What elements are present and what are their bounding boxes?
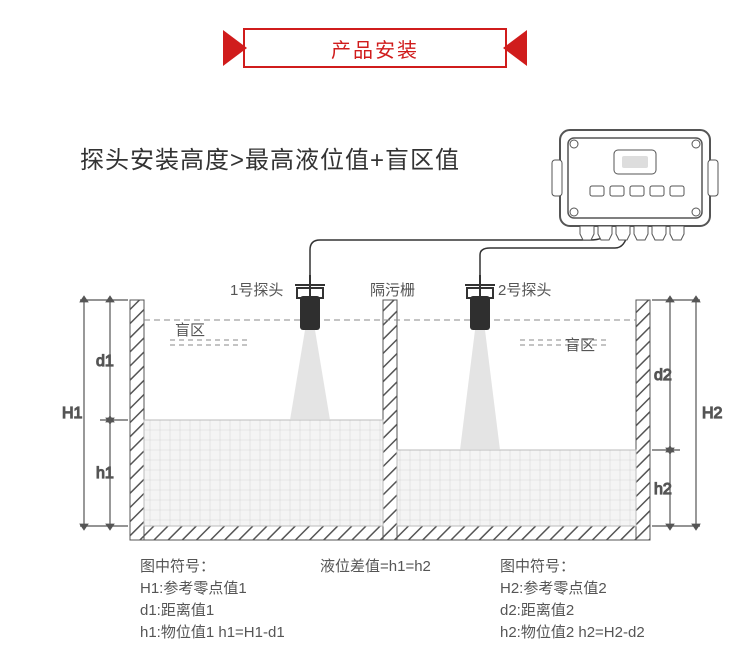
water-right <box>397 450 636 526</box>
dims-right: H2 d2 h2 <box>652 300 723 526</box>
legend-right-line: d2:距离值2 <box>500 600 645 622</box>
controller-device <box>552 130 718 240</box>
legend-left-line: H1:参考零点值1 <box>140 578 285 600</box>
legend-left-line: d1:距离值1 <box>140 600 285 622</box>
beam-left <box>290 330 330 420</box>
legend-right-line: h2:物位值2 h2=H2-d2 <box>500 622 645 644</box>
canvas: 产品安装 探头安装高度>最高液位值+盲区值 <box>0 0 750 660</box>
label-h2: h2 <box>654 481 672 498</box>
label-barrier: 隔污栅 <box>370 282 415 299</box>
beam-right <box>460 330 500 450</box>
legend-left: 图中符号： H1:参考零点值1 d1:距离值1 h1:物位值1 h1=H1-d1 <box>140 556 285 644</box>
legend-left-line: h1:物位值1 h1=H1-d1 <box>140 622 285 644</box>
label-blind2: 盲区 <box>565 337 595 354</box>
dims-left: H1 d1 h1 <box>62 300 128 526</box>
legend-left-line: 图中符号： <box>140 556 285 578</box>
legend-right-line: H2:参考零点值2 <box>500 578 645 600</box>
label-d1: d1 <box>96 353 114 370</box>
label-blind1: 盲区 <box>175 322 205 339</box>
label-h1: h1 <box>96 465 114 482</box>
label-H2: H2 <box>702 405 723 422</box>
probe-2 <box>465 275 495 330</box>
label-H1: H1 <box>62 405 83 422</box>
label-d2: d2 <box>654 367 672 384</box>
probe-1 <box>295 275 325 330</box>
legend-right-line: 图中符号： <box>500 556 645 578</box>
label-probe1: 1号探头 <box>230 282 283 299</box>
legend-right: 图中符号： H2:参考零点值2 d2:距离值2 h2:物位值2 h2=H2-d2 <box>500 556 645 644</box>
legend-mid: 液位差值=h1=h2 <box>320 556 431 578</box>
label-probe2: 2号探头 <box>498 282 551 299</box>
water-left <box>144 420 383 526</box>
cables <box>310 232 628 275</box>
